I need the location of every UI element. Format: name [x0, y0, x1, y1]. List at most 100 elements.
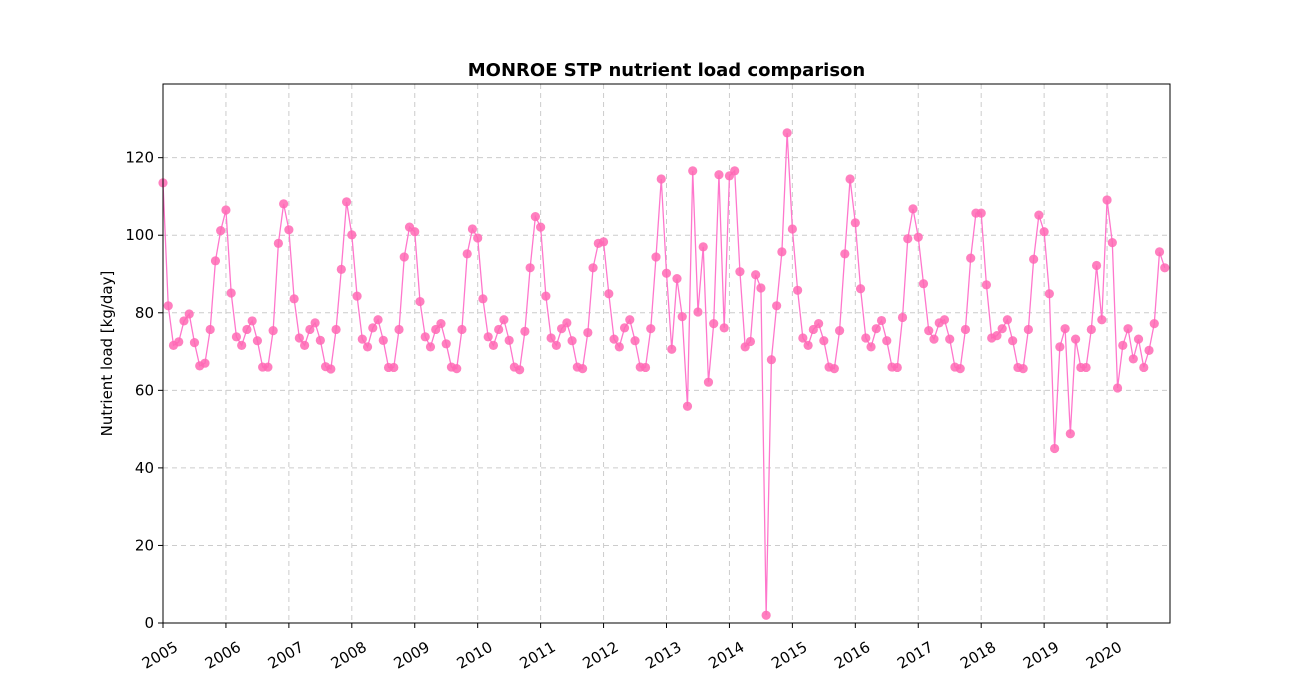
data-point — [551, 340, 561, 350]
plot-area-frame — [162, 83, 1171, 624]
data-point — [1039, 227, 1049, 237]
data-point — [703, 377, 714, 387]
data-point — [315, 335, 325, 345]
data-point — [504, 335, 514, 345]
data-point — [871, 324, 881, 334]
data-point — [577, 364, 588, 374]
data-point — [766, 355, 777, 365]
data-point — [352, 291, 362, 301]
data-point — [834, 326, 845, 336]
x-tick-label: 2017 — [894, 638, 936, 673]
x-tick-label: 2005 — [139, 638, 181, 673]
x-tick-label: 2016 — [831, 638, 873, 673]
data-point — [462, 249, 472, 259]
data-point — [562, 318, 572, 328]
data-point — [714, 170, 724, 180]
data-point — [1034, 210, 1044, 220]
data-point — [331, 324, 341, 335]
data-point — [273, 238, 283, 248]
series-line-layer — [162, 132, 1166, 616]
chart-title: MONROE STP nutrient load comparison — [468, 60, 865, 81]
y-tick-label: 20 — [135, 536, 154, 554]
data-point — [682, 401, 693, 411]
data-point — [803, 340, 813, 350]
data-point — [1055, 342, 1065, 352]
data-point — [200, 358, 210, 368]
data-point — [777, 247, 787, 257]
data-point — [216, 225, 226, 236]
data-point — [730, 166, 740, 176]
data-point — [630, 336, 640, 346]
data-point — [1144, 345, 1154, 355]
data-point — [1139, 362, 1149, 373]
x-tick-label: 2006 — [202, 638, 244, 673]
data-point — [174, 337, 184, 347]
data-point — [709, 319, 719, 329]
data-point — [735, 267, 745, 277]
data-point — [268, 326, 278, 336]
y-tick-label: 100 — [125, 226, 154, 244]
data-point — [467, 224, 478, 234]
data-point — [415, 296, 425, 307]
series-markers — [158, 128, 1170, 620]
data-point — [1154, 247, 1165, 257]
data-point — [184, 309, 194, 319]
data-point — [981, 280, 992, 290]
data-point — [1086, 324, 1096, 335]
data-point — [855, 284, 866, 294]
data-point — [751, 270, 761, 280]
data-point — [892, 362, 902, 373]
data-point — [1002, 315, 1013, 325]
data-point — [189, 338, 200, 348]
data-point — [525, 263, 535, 273]
data-point — [913, 232, 923, 242]
data-point — [876, 315, 887, 326]
data-point — [882, 336, 892, 346]
data-point — [499, 315, 509, 325]
data-point — [515, 365, 525, 375]
data-point — [163, 301, 173, 311]
data-point — [945, 334, 955, 344]
x-tick-label: 2009 — [391, 638, 433, 673]
data-point — [908, 204, 918, 214]
data-point — [997, 324, 1007, 334]
data-point — [656, 174, 666, 184]
data-point — [698, 242, 708, 252]
data-point — [793, 285, 803, 295]
data-point — [604, 289, 614, 299]
data-point — [226, 288, 236, 298]
x-tick-label: 2011 — [517, 638, 559, 673]
data-point — [231, 332, 242, 342]
data-point — [924, 326, 934, 336]
data-point — [247, 316, 257, 326]
data-point — [1029, 254, 1039, 264]
data-point — [1081, 362, 1091, 373]
data-point — [205, 324, 215, 335]
data-point — [541, 291, 551, 301]
data-point — [399, 252, 409, 262]
data-point — [300, 340, 310, 350]
data-point — [756, 283, 766, 293]
data-point — [672, 274, 682, 284]
x-tick-label: 2007 — [265, 638, 307, 673]
data-point — [420, 332, 430, 342]
data-point — [1133, 334, 1144, 344]
data-point — [598, 237, 609, 247]
data-point — [819, 336, 829, 346]
data-point — [929, 334, 939, 344]
data-point — [237, 340, 247, 350]
data-point — [179, 316, 189, 326]
data-point — [667, 344, 677, 354]
data-point — [341, 197, 352, 207]
data-point — [473, 233, 483, 243]
data-point — [310, 318, 320, 328]
x-tick-label: 2018 — [957, 638, 999, 673]
data-point — [1112, 383, 1123, 393]
data-point — [488, 340, 499, 350]
data-point — [457, 324, 467, 335]
x-tick-label: 2014 — [705, 638, 747, 673]
data-point — [798, 333, 808, 343]
series-line — [162, 132, 1166, 616]
